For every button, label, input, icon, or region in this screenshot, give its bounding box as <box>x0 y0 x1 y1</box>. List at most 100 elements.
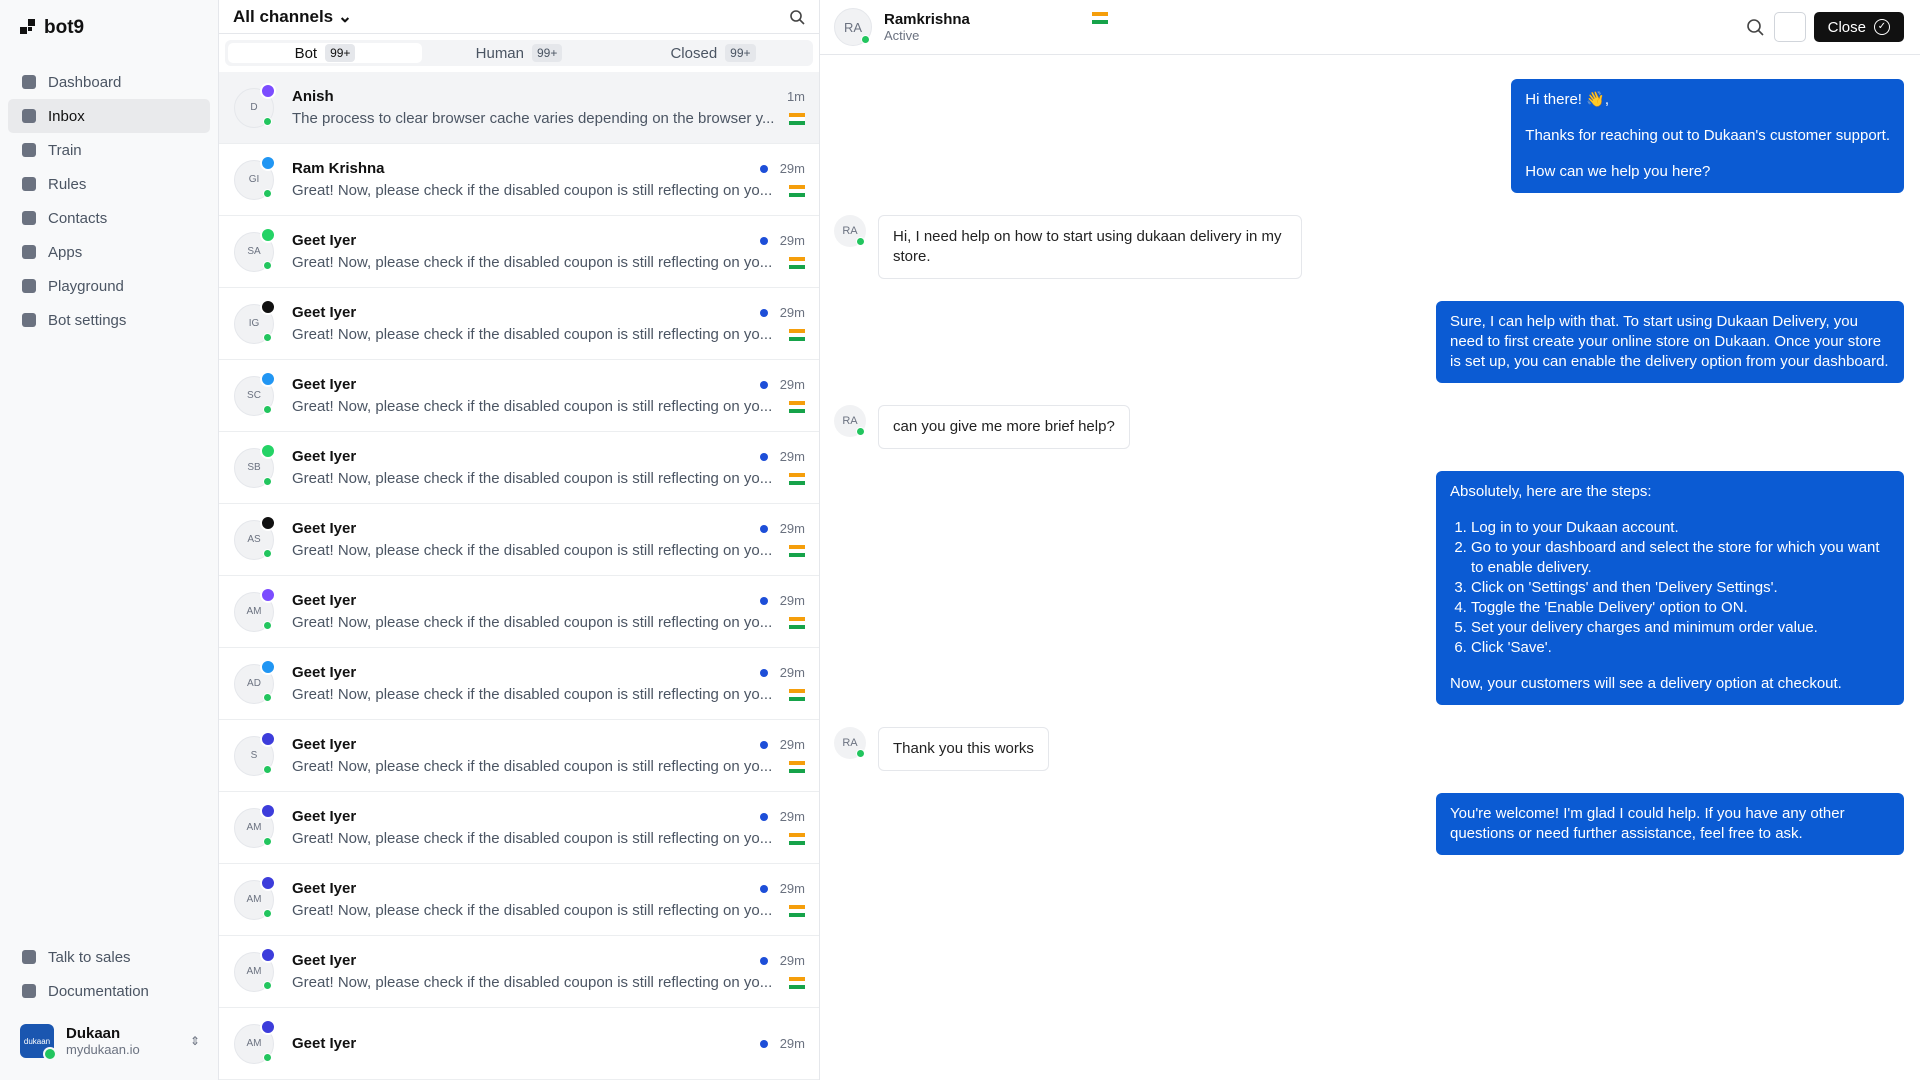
bubble: You're welcome! I'm glad I could help. I… <box>1436 793 1904 855</box>
conversation[interactable]: AS Geet Iyer 29m Great! Now, please check i… <box>219 504 819 576</box>
conversation-body: Geet Iyer 29m Great! Now, please check if … <box>292 302 805 346</box>
contact-name: Geet Iyer <box>292 520 357 537</box>
contact-name: Geet Iyer <box>292 664 357 681</box>
time: 29m <box>759 449 805 464</box>
time: 29m <box>759 1036 805 1051</box>
messages: Hi there! 👋, Thanks for reaching out to D… <box>820 55 1920 855</box>
search-icon[interactable] <box>1746 18 1764 36</box>
flag <box>789 112 805 125</box>
footer-link[interactable]: Talk to sales <box>8 940 210 974</box>
nav-icon <box>22 279 36 293</box>
nav-label: Inbox <box>48 107 85 125</box>
nav-item[interactable]: Train <box>8 133 210 167</box>
conversation[interactable]: SC Geet Iyer 29m Great! Now, please check i… <box>219 360 819 432</box>
conversation[interactable]: D Anish 1m The process to clear browser cac… <box>219 72 819 144</box>
online-dot <box>263 548 272 558</box>
message-text: Thanks for reaching out to Dukaan's cust… <box>1525 127 1890 144</box>
contact-name: Geet Iyer <box>292 376 357 393</box>
initials: AD <box>247 678 261 689</box>
brand-name: bot9 <box>44 16 85 38</box>
workspace[interactable]: dukaan Dukaan mydukaan.io ⇕ <box>8 1008 210 1074</box>
nav-item[interactable]: Playground <box>8 269 210 303</box>
online-dot <box>263 908 272 918</box>
online-dot <box>263 980 272 990</box>
nav-item[interactable]: Rules <box>8 167 210 201</box>
tab-count: 99+ <box>725 44 756 63</box>
initials: AM <box>246 606 262 617</box>
conversation[interactable]: AM Geet Iyer 29m Great! Now, please check i… <box>219 792 819 864</box>
search-icon[interactable] <box>789 9 805 25</box>
nav-item[interactable]: Apps <box>8 235 210 269</box>
online-dot <box>263 116 272 126</box>
step: Set your delivery charges and minimum or… <box>1471 618 1890 638</box>
initials: SA <box>247 246 261 257</box>
conversation[interactable]: AD Geet Iyer 29m Great! Now, please check i… <box>219 648 819 720</box>
conversation[interactable]: AM Geet Iyer 29m Great! Now, please check i… <box>219 576 819 648</box>
conversation[interactable]: AM Geet Iyer 29m Great! Now, please check i… <box>219 864 819 936</box>
bubble: Thank you this works <box>878 727 1049 771</box>
initials: RA <box>842 225 858 237</box>
unread-dot <box>759 380 768 389</box>
row: Anish 1m <box>292 86 805 108</box>
initials: AM <box>246 966 262 977</box>
conversation[interactable]: GI Ram Krishna 29m Great! Now, please check… <box>219 144 819 216</box>
tab[interactable]: Human 99+ <box>422 43 616 63</box>
row: Great! Now, please check if the disabled… <box>292 468 805 490</box>
conversation-body: Ram Krishna 29m Great! Now, please check i… <box>292 158 805 202</box>
avatar: SA <box>234 226 276 272</box>
message-text: Hi there! 👋, <box>1525 91 1609 108</box>
conversation-body: Geet Iyer 29m Great! Now, please check if … <box>292 878 805 922</box>
conversation-body: Geet Iyer 29m Great! Now, please check if … <box>292 662 805 706</box>
preview: Great! Now, please check if the disabled… <box>292 902 773 919</box>
tab[interactable]: Bot 99+ <box>228 43 422 63</box>
user-avatar: RA <box>834 215 866 247</box>
row: Great! Now, please check if the disabled… <box>292 180 805 202</box>
online-dot <box>263 620 272 630</box>
message: Hi there! 👋, Thanks for reaching out to D… <box>834 79 1904 193</box>
bubble: can you give me more brief help? <box>878 405 1130 449</box>
conversation-body: Geet Iyer 29m Great! Now, please check if … <box>292 374 805 418</box>
unread-dot <box>759 1039 768 1048</box>
assign-button[interactable] <box>1773 12 1806 42</box>
initials: AM <box>246 1038 262 1049</box>
initials: S <box>250 750 258 761</box>
time-label: 29m <box>779 809 805 824</box>
channel-icon <box>260 154 276 171</box>
channel-icon <box>260 730 276 747</box>
nav-item[interactable]: Inbox <box>8 99 210 133</box>
channel-filter[interactable]: All channels ⌄ <box>233 6 353 26</box>
online-dot <box>263 692 272 702</box>
nav-item[interactable]: Bot settings <box>8 303 210 337</box>
conversation[interactable]: SB Geet Iyer 29m Great! Now, please check i… <box>219 432 819 504</box>
tab[interactable]: Closed 99+ <box>616 43 810 63</box>
conversation[interactable]: AM Geet Iyer 29m <box>219 1008 819 1080</box>
time: 29m <box>759 809 805 824</box>
nav-item[interactable]: Dashboard <box>8 65 210 99</box>
nav-item[interactable]: Contacts <box>8 201 210 235</box>
message-text: can you give me more brief help? <box>893 418 1115 435</box>
conversation[interactable]: SA Geet Iyer 29m Great! Now, please check i… <box>219 216 819 288</box>
conversation-panel: All channels ⌄ Bot 99+ Human 99+ Closed 99+ D… <box>219 0 820 1080</box>
link-label: Documentation <box>48 982 149 1000</box>
row: Geet Iyer 29m <box>292 806 805 828</box>
conversation[interactable]: S Geet Iyer 29m Great! Now, please check if… <box>219 720 819 792</box>
conversation[interactable]: IG Geet Iyer 29m Great! Now, please check i… <box>219 288 819 360</box>
online-dot <box>861 35 870 44</box>
unread-dot <box>759 236 768 245</box>
initials: SC <box>247 390 261 401</box>
footer-link[interactable]: Documentation <box>8 974 210 1008</box>
channel-icon <box>260 874 276 891</box>
row: Geet Iyer 29m <box>292 878 805 900</box>
flag <box>789 976 805 989</box>
unread-dot <box>759 668 768 677</box>
tabs: Bot 99+ Human 99+ Closed 99+ <box>225 40 813 66</box>
avatar: S <box>234 730 276 776</box>
bubble: Sure, I can help with that. To start usi… <box>1436 301 1904 383</box>
message: Sure, I can help with that. To start usi… <box>834 301 1904 383</box>
row: Geet Iyer 29m <box>292 446 805 468</box>
row: Geet Iyer 29m <box>292 230 805 252</box>
conversation[interactable]: AM Geet Iyer 29m Great! Now, please check i… <box>219 936 819 1008</box>
avatar: SC <box>234 370 276 416</box>
close-button[interactable]: Close ✓ <box>1813 12 1904 42</box>
row: Geet Iyer 29m <box>292 1033 805 1055</box>
